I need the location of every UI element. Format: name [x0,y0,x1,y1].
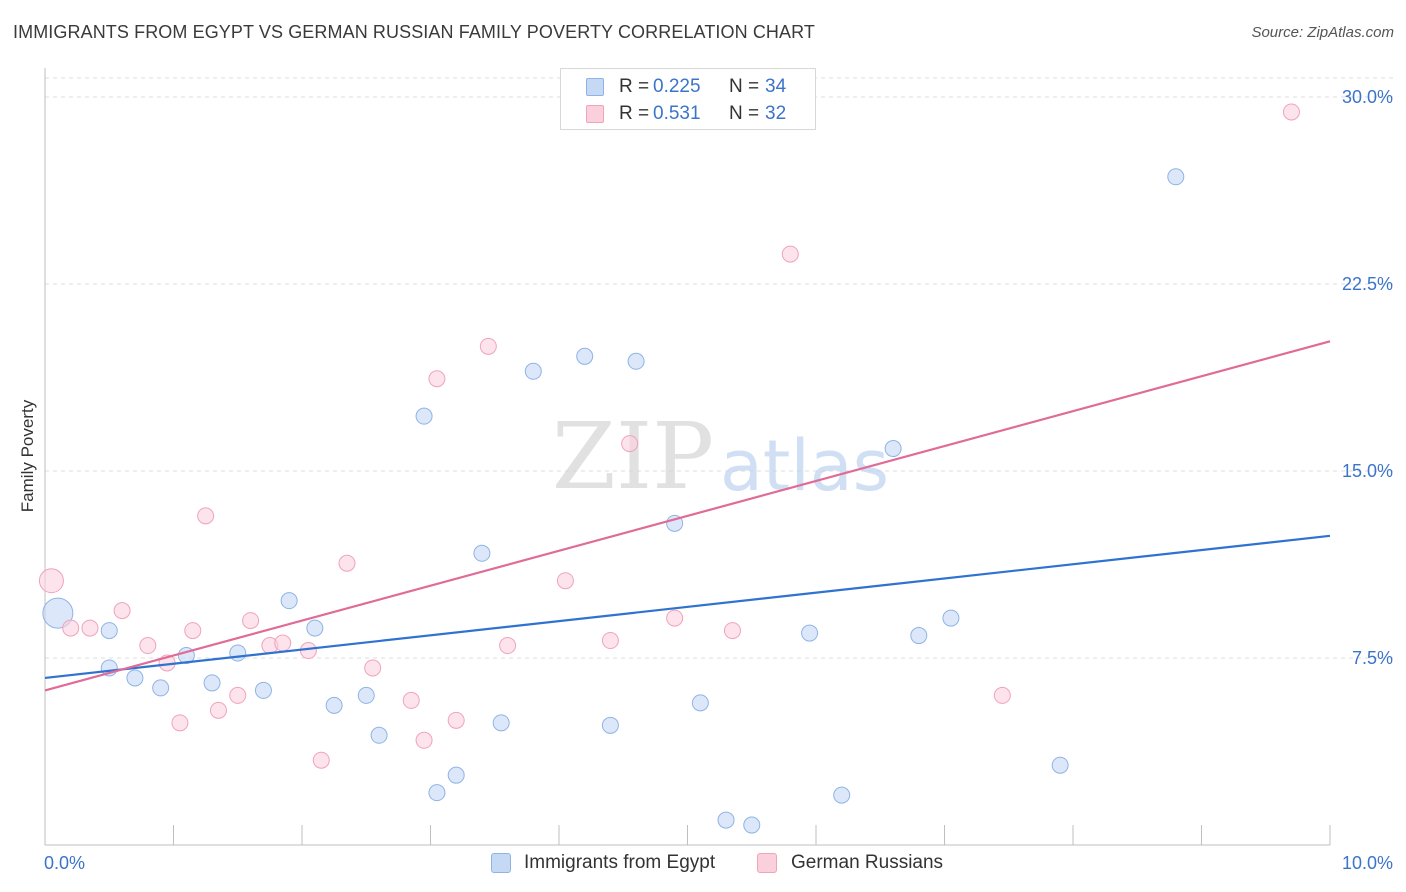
german-russians-point [209,701,227,719]
german-russians-point [666,609,684,627]
german-russians-point [1282,103,1300,121]
egypt-point [1167,168,1185,186]
legend-r-value: 0.225 [653,76,701,97]
legend-r-value: 0.531 [653,103,701,124]
egypt-point [833,786,851,804]
egypt-point [1051,756,1069,774]
german-russians-point [139,637,157,655]
egypt-point [357,686,375,704]
german-russians-point [479,337,497,355]
german-russians-point [781,245,799,263]
german-russians-point [274,634,292,652]
egypt-point [306,619,324,637]
egypt-point [576,347,594,365]
egypt-point [42,597,74,629]
egypt-point [325,696,343,714]
egypt-point [254,681,272,699]
german-russians-point [415,731,433,749]
german-russians-point [556,572,574,590]
egypt-point [126,669,144,687]
egypt-trend-line [44,534,1331,680]
german-russians-point [428,370,446,388]
axes [44,68,1331,846]
german-russians-point [229,686,247,704]
source-label: Source: ZipAtlas.com [1251,24,1394,41]
legend-n-label: N = [729,76,760,97]
german-russians-point [338,554,356,572]
egypt-point [743,816,761,834]
y-tick-label: 7.5% [1352,648,1393,668]
bottom-legend-swatch-german-russians [757,853,777,873]
bottom-legend-swatch-egypt [491,853,511,873]
legend-n-label: N = [729,103,760,124]
legend: R = 0.225 N = 34 R = 0.531 N = 32 [560,68,816,130]
x-tick-label: 0.0% [44,853,85,873]
egypt-point [717,811,735,829]
german-russians-point [723,622,741,640]
y-tick-label: 15.0% [1342,461,1393,481]
german-russians-point [113,602,131,620]
series-egypt-points [42,168,1185,834]
egypt-point [691,694,709,712]
german-russians-point [364,659,382,677]
egypt-point [100,622,118,640]
german-russians-point [601,632,619,650]
watermark-zip: ZIP [552,403,714,510]
y-tick-label: 22.5% [1342,274,1393,294]
german-russians-point [242,612,260,630]
egypt-point [492,714,510,732]
egypt-point [884,440,902,458]
x-tick-label: 10.0% [1342,853,1393,873]
egypt-point [229,644,247,662]
tick-labels: 7.5% 15.0% 22.5% 30.0% 0.0% 10.0% [44,87,1393,873]
legend-n-value: 34 [765,76,787,97]
german-russians-point [81,619,99,637]
egypt-point [428,784,446,802]
egypt-point [203,674,221,692]
chart-title: IMMIGRANTS FROM EGYPT VS GERMAN RUSSIAN … [13,22,815,42]
german-russians-point [38,568,64,594]
german-russians-point [621,435,639,453]
egypt-point [280,592,298,610]
legend-n-value: 32 [765,103,787,124]
german-russians-trend-line [44,340,1331,692]
german-russians-point [993,686,1011,704]
egypt-point [415,407,433,425]
egypt-point [942,609,960,627]
german-russians-point [62,619,80,637]
german-russians-point [499,637,517,655]
german-russians-point [447,711,465,729]
bottom-legend-label-german-russians: German Russians [791,852,944,873]
y-tick-label: 30.0% [1342,87,1393,107]
german-russians-point [197,507,215,525]
legend-swatch-german-russians [586,105,604,123]
bottom-legend-label-egypt: Immigrants from Egypt [524,852,716,873]
egypt-point [910,627,928,645]
egypt-point [801,624,819,642]
legend-swatch-egypt [586,78,604,96]
legend-r-label: R = [619,103,650,124]
watermark-atlas: atlas [720,425,889,507]
egypt-point [370,726,388,744]
egypt-point [627,352,645,370]
german-russians-point [312,751,330,769]
german-russians-point [171,714,189,732]
legend-r-label: R = [619,76,650,97]
grid-lines [45,77,1393,659]
trend-lines [44,340,1331,692]
egypt-point [447,766,465,784]
watermark: ZIP atlas [552,403,889,510]
egypt-point [152,679,170,697]
egypt-point [524,362,542,380]
german-russians-point [402,691,420,709]
egypt-point [601,716,619,734]
series-german-russians-points [38,103,1300,769]
german-russians-point [184,622,202,640]
egypt-point [473,544,491,562]
